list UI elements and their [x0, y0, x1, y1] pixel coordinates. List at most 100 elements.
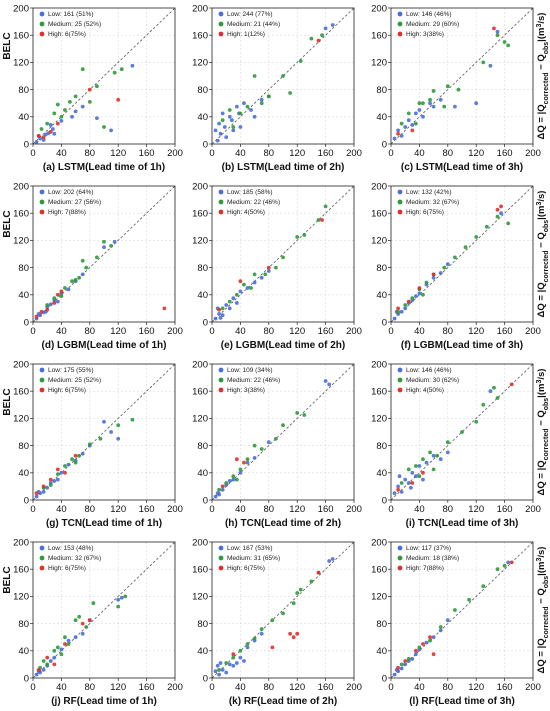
y-axis-label: BELC [2, 388, 13, 415]
point-low [266, 269, 271, 273]
y-tick-label: 160 [13, 209, 29, 220]
legend-marker-low [218, 11, 224, 17]
legend-entry-high: High: 6(75%) [48, 565, 86, 572]
panel-j: 00 40 40 80 80 120 120 160 160 200 200 Low: 153 (48… [2, 537, 183, 707]
point-low [259, 275, 264, 280]
point-medium [119, 67, 124, 72]
point-low [403, 477, 408, 482]
point-high [217, 307, 222, 312]
point-medium [453, 608, 457, 612]
point-low [222, 125, 227, 129]
point-high [63, 470, 67, 475]
point-low [252, 114, 257, 119]
x-tick-label: 0 [209, 148, 214, 159]
y-tick-label: 0 [24, 673, 29, 684]
legend-marker-medium [39, 377, 45, 383]
point-low [445, 618, 450, 623]
y-tick-label: 40 [376, 468, 387, 479]
point-low [238, 125, 243, 129]
point-high [80, 621, 85, 626]
point-low [323, 379, 328, 383]
point-medium [234, 477, 239, 482]
point-low [428, 101, 432, 106]
point-medium [63, 286, 67, 290]
y-tick-label: 80 [376, 263, 387, 274]
legend-marker-medium [397, 21, 403, 27]
x-tick-label: 200 [525, 682, 541, 693]
point-low [66, 287, 71, 292]
point-medium [323, 204, 328, 209]
legend-marker-high [397, 565, 403, 571]
plot-frame [211, 7, 355, 145]
point-medium [102, 125, 106, 129]
x-tick-label: 0 [209, 504, 214, 515]
x-tick-label: 160 [318, 682, 334, 693]
point-low [231, 128, 236, 133]
point-medium [227, 299, 232, 304]
y-tick-label: 200 [13, 537, 29, 548]
point-high [431, 272, 436, 277]
point-low [399, 309, 404, 314]
point-low [218, 131, 223, 136]
point-low [445, 450, 450, 455]
point-low [453, 104, 457, 109]
plot-frame [390, 363, 534, 501]
x-tick-label: 160 [318, 504, 334, 515]
point-medium [84, 265, 89, 270]
point-low [259, 97, 264, 102]
x-tick-label: 160 [139, 326, 155, 337]
point-medium [467, 597, 471, 602]
point-low [43, 132, 48, 137]
point-medium [52, 111, 57, 116]
point-low [227, 479, 232, 483]
point-high [55, 467, 60, 472]
point-medium [506, 43, 511, 48]
point-medium [80, 258, 85, 263]
x-tick-label: 120 [468, 326, 484, 337]
plot-frame [390, 185, 534, 323]
point-low [217, 121, 222, 126]
legend-entry-high: High: 6(75%) [406, 209, 444, 216]
point-medium [302, 233, 307, 237]
point-low [413, 652, 418, 657]
point-medium [231, 125, 236, 129]
one-to-one-line [390, 7, 534, 145]
x-tick-label: 200 [167, 504, 183, 515]
legend-entry-low: Low: 109 (34%) [227, 367, 273, 374]
point-medium [252, 443, 257, 448]
y-tick-label: 80 [197, 263, 208, 274]
point-medium [252, 636, 257, 641]
point-high [396, 487, 400, 492]
point-low [102, 419, 106, 424]
legend-marker-medium [397, 199, 403, 205]
legend-marker-high [218, 209, 224, 215]
point-high [428, 635, 432, 640]
point-medium [245, 457, 250, 462]
point-high [52, 301, 57, 305]
legend-marker-low [218, 545, 224, 551]
point-medium [396, 309, 400, 314]
point-medium [95, 84, 99, 89]
point-high [231, 652, 236, 657]
point-low [227, 114, 232, 119]
point-high [36, 133, 41, 138]
legend-entry-high: High: 3(38%) [227, 387, 265, 394]
panel-title: (k) RF(Lead time of 2h) [229, 696, 337, 707]
point-low [431, 275, 436, 280]
point-low [215, 138, 220, 143]
y-tick-label: 160 [371, 565, 387, 576]
x-tick-label: 200 [525, 148, 541, 159]
x-tick-label: 80 [264, 326, 275, 337]
y-tick-label: 200 [13, 3, 29, 14]
y-tick-label: 40 [18, 646, 29, 657]
one-to-one-line [211, 363, 355, 501]
point-low [80, 451, 85, 456]
legend-entry-medium: Medium: 25 (52%) [48, 21, 101, 28]
point-low [245, 645, 250, 650]
point-low [224, 670, 229, 675]
y-tick-label: 80 [197, 619, 208, 630]
y-tick-label: 40 [197, 112, 208, 123]
x-tick-label: 40 [235, 326, 246, 337]
point-medium [109, 243, 113, 248]
point-high [316, 570, 321, 575]
